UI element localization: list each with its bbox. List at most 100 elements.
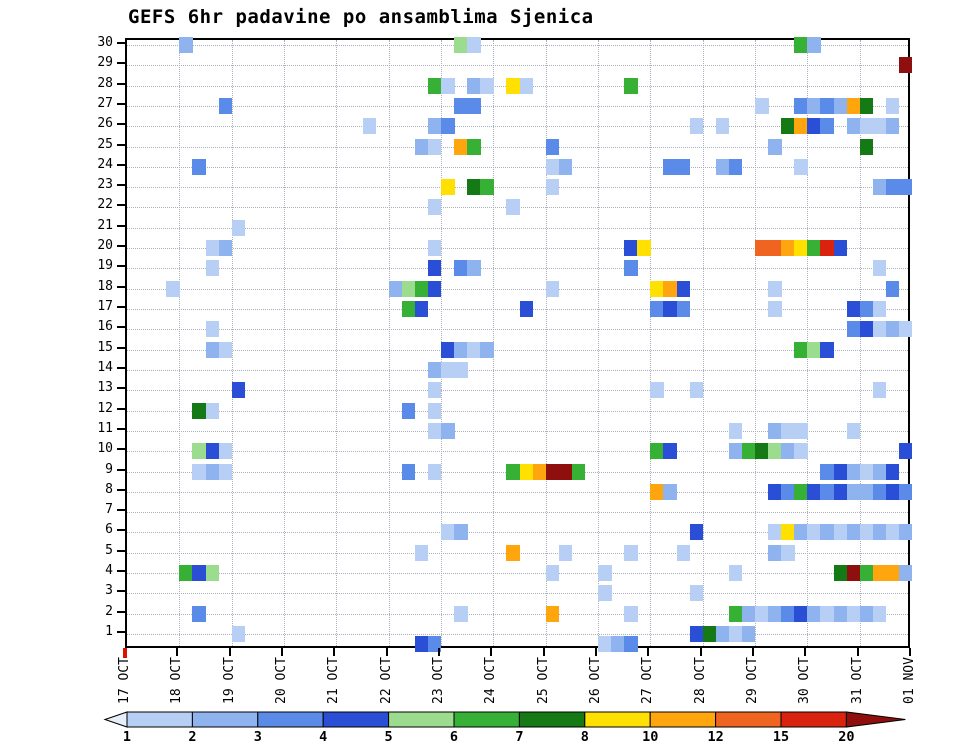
heatmap-cell (898, 179, 913, 196)
x-axis-date-label: 29 OCT (745, 657, 760, 704)
heatmap-cell (401, 463, 416, 480)
heatmap-cell (441, 361, 455, 378)
y-axis-label: 23 (97, 177, 113, 193)
heatmap-cell (833, 565, 848, 582)
heatmap-cell (414, 544, 429, 561)
heatmap-cell (859, 138, 874, 155)
horizontal-gridline (127, 166, 908, 168)
heatmap-cell (846, 422, 861, 439)
heatmap-cell (794, 422, 808, 439)
heatmap-cell (467, 179, 481, 196)
x-axis-tick (385, 648, 388, 656)
y-axis-tick (117, 488, 125, 491)
x-axis-date-label: 26 OCT (588, 657, 603, 704)
heatmap-cell (689, 118, 704, 135)
heatmap-cell (859, 605, 874, 622)
heatmap-cell (846, 321, 861, 338)
heatmap-cell (820, 341, 834, 358)
heatmap-cell (768, 422, 782, 439)
colorbar-segment (126, 711, 193, 728)
horizontal-gridline (127, 146, 908, 148)
heatmap-cell (820, 97, 834, 114)
heatmap-cell (846, 605, 861, 622)
heatmap-cell (663, 280, 677, 297)
y-axis-tick (117, 387, 125, 390)
heatmap-cell (689, 382, 704, 399)
colorbar-level-label: 12 (707, 729, 723, 742)
heatmap-cell (833, 483, 848, 500)
heatmap-cell (807, 97, 821, 114)
heatmap-cell (624, 544, 638, 561)
chart-title: GEFS 6hr padavine po ansamblima Sjenica (128, 6, 594, 28)
horizontal-gridline (127, 309, 908, 311)
y-axis-tick (117, 204, 125, 207)
y-axis-label: 1 (105, 624, 113, 639)
colorbar-legend: 1 2 3 4 5 6 7 8 10 12 15 20 (0, 710, 960, 742)
heatmap-cell (885, 483, 900, 500)
x-axis-date-label: 17 OCT (117, 657, 132, 704)
heatmap-cell (885, 118, 900, 135)
heatmap-cell (427, 199, 442, 216)
heatmap-cell (872, 321, 887, 338)
heatmap-cell (872, 118, 887, 135)
vertical-gridline (284, 40, 285, 646)
colorbar-segment (191, 711, 259, 728)
heatmap-cell (846, 565, 861, 582)
heatmap-cell (427, 280, 442, 297)
y-axis-tick (117, 529, 125, 532)
heatmap-cell (872, 382, 887, 399)
horizontal-gridline (127, 227, 908, 229)
horizontal-gridline (127, 573, 908, 575)
vertical-gridline (388, 40, 390, 646)
heatmap-cell (205, 240, 220, 257)
x-axis-tick (856, 648, 859, 656)
heatmap-cell (414, 280, 429, 297)
y-axis-label: 16 (97, 319, 113, 335)
vertical-gridline (755, 40, 756, 646)
x-axis-tick (490, 648, 493, 656)
colorbar-level-label: 8 (581, 729, 589, 742)
heatmap-cell (205, 463, 220, 480)
heatmap-cell (833, 605, 848, 622)
heatmap-cell (179, 37, 193, 53)
heatmap-cell (545, 463, 560, 480)
heatmap-cell (807, 483, 821, 500)
heatmap-cell (872, 524, 887, 541)
heatmap-cell (820, 605, 834, 622)
heatmap-cell (820, 463, 834, 480)
heatmap-cell (467, 97, 481, 114)
vertical-gridline (598, 40, 599, 646)
heatmap-cell (467, 37, 481, 53)
heatmap-cell (859, 321, 874, 338)
horizontal-gridline (127, 430, 908, 432)
heatmap-cell (676, 158, 691, 175)
x-axis-date-label: 31 OCT (849, 657, 865, 704)
horizontal-gridline (127, 349, 908, 351)
heatmap-cell (179, 565, 193, 582)
heatmap-cell (781, 524, 795, 541)
heatmap-cell (545, 280, 560, 297)
y-axis-label: 9 (105, 461, 113, 477)
heatmap-cell (885, 97, 900, 114)
heatmap-cell (532, 463, 547, 480)
heatmap-cell (467, 138, 481, 155)
colorbar-level-label: 1 (123, 729, 131, 742)
heatmap-cell (454, 260, 468, 277)
heatmap-cell (598, 565, 612, 582)
heatmap-cell (859, 524, 874, 541)
heatmap-cell (872, 605, 887, 622)
heatmap-cell (545, 179, 560, 196)
heatmap-cell (741, 626, 756, 642)
heatmap-cell (401, 280, 416, 297)
heatmap-cell (663, 158, 677, 175)
vertical-gridline (493, 40, 495, 646)
y-axis-tick (117, 610, 125, 613)
heatmap-cell (781, 118, 795, 135)
y-axis-tick (117, 326, 125, 329)
x-axis-tick (909, 648, 911, 656)
y-axis-label: 4 (105, 563, 113, 579)
heatmap-cell (794, 37, 808, 53)
x-axis-date-label: 25 OCT (535, 657, 551, 704)
heatmap-cell (768, 240, 782, 257)
